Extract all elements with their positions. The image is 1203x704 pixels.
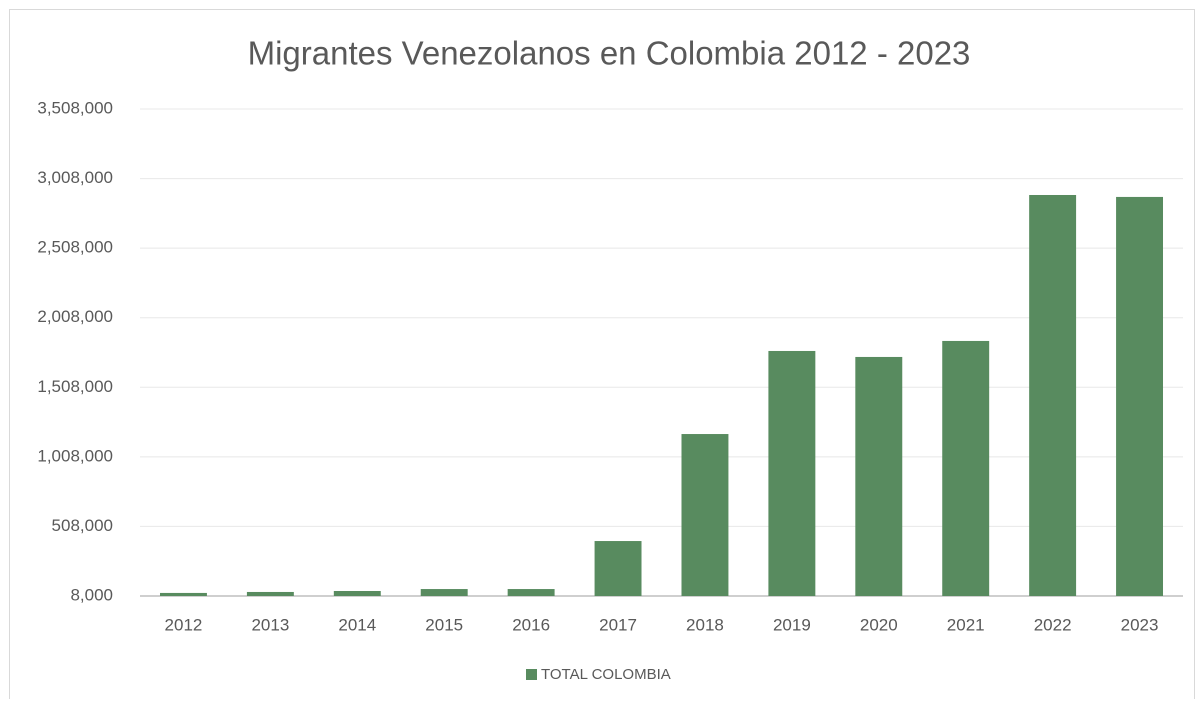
x-tick-label: 2012	[165, 615, 203, 634]
chart-title: Migrantes Venezolanos en Colombia 2012 -…	[248, 35, 971, 72]
y-tick-label: 2,508,000	[37, 238, 113, 257]
x-tick-label: 2013	[251, 615, 289, 634]
y-tick-label: 508,000	[52, 516, 113, 535]
bar	[855, 356, 903, 596]
x-tick-label: 2023	[1121, 615, 1159, 634]
bar	[246, 591, 294, 596]
bar	[594, 541, 642, 596]
x-tick-label: 2019	[773, 615, 811, 634]
x-tick-label: 2014	[338, 615, 376, 634]
legend-swatch	[526, 669, 537, 680]
x-tick-label: 2021	[947, 615, 985, 634]
bar	[768, 350, 816, 596]
bar	[507, 589, 555, 596]
x-tick-label: 2020	[860, 615, 898, 634]
x-tick-label: 2017	[599, 615, 637, 634]
bar	[942, 340, 990, 596]
bar	[1116, 196, 1164, 596]
bar	[159, 592, 207, 596]
y-tick-label: 3,508,000	[37, 98, 113, 117]
x-tick-label: 2022	[1034, 615, 1072, 634]
x-tick-label: 2016	[512, 615, 550, 634]
y-tick-label: 2,008,000	[37, 307, 113, 326]
bar	[681, 434, 729, 596]
bar	[1029, 194, 1077, 596]
y-tick-label: 8,000	[70, 585, 113, 604]
legend-label: TOTAL COLOMBIA	[541, 666, 671, 683]
x-tick-label: 2018	[686, 615, 724, 634]
y-tick-label: 1,008,000	[37, 446, 113, 465]
y-tick-label: 1,508,000	[37, 377, 113, 396]
bar	[420, 589, 468, 596]
y-tick-label: 3,008,000	[37, 168, 113, 187]
x-tick-label: 2015	[425, 615, 463, 634]
bar	[333, 590, 381, 596]
